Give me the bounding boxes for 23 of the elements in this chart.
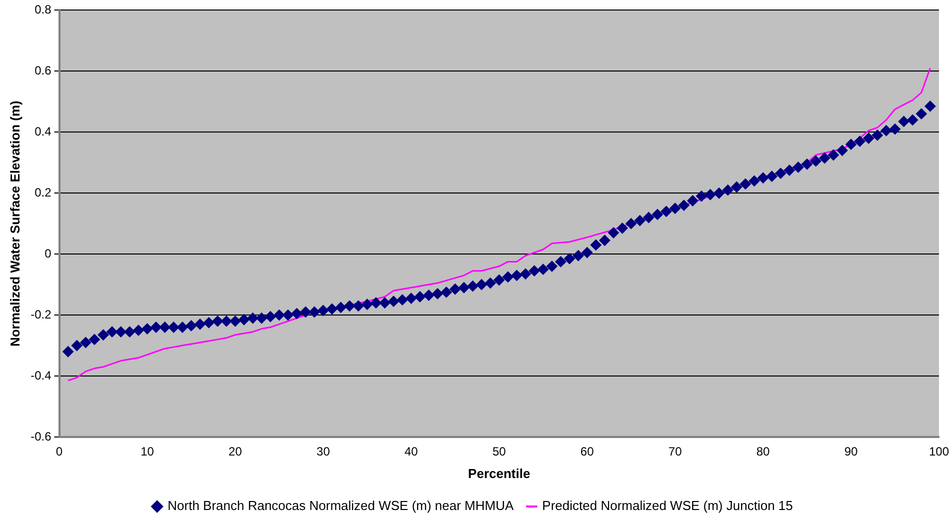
x-tick-label: 10 — [140, 444, 154, 459]
y-tick-label: 0.6 — [34, 63, 52, 78]
y-tick-label: 0.2 — [34, 185, 52, 200]
x-tick-label: 20 — [228, 444, 242, 459]
y-tick-label: 0.4 — [34, 124, 52, 138]
y-tick-label: -0.2 — [30, 307, 52, 322]
legend-label: Predicted Normalized WSE (m) Junction 15 — [542, 498, 793, 514]
x-tick-label: 100 — [928, 444, 950, 459]
x-tick-label: 50 — [492, 444, 506, 459]
x-tick-label: 90 — [844, 444, 858, 459]
y-tick-label: 0 — [44, 246, 52, 260]
x-tick-label: 80 — [756, 444, 770, 459]
y-tick-label: 0.8 — [34, 2, 52, 17]
x-tick-label: 40 — [404, 444, 418, 459]
x-tick-label: 70 — [668, 444, 682, 459]
x-tick-label: 60 — [580, 444, 594, 459]
x-axis-title: Percentile — [468, 466, 530, 481]
y-axis-title: Normalized Water Surface Elevation (m) — [7, 100, 22, 347]
y-tick-label: -0.4 — [30, 368, 52, 382]
x-tick-label: 0 — [56, 444, 63, 459]
legend-label: North Branch Rancocas Normalized WSE (m) near MHMUA — [168, 498, 514, 514]
x-tick-label: 30 — [316, 444, 330, 459]
y-tick-label: -0.6 — [30, 429, 52, 444]
